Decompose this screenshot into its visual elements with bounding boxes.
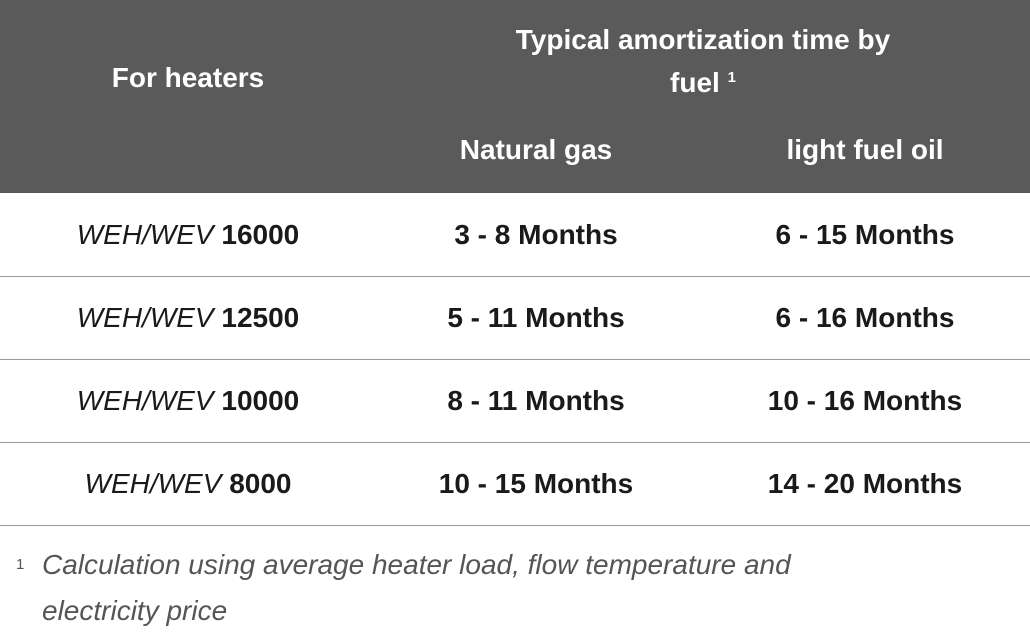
cell: 10 - 16 Months [767,385,963,416]
series: WEH/WEV [76,219,214,250]
column-header: Natural gas [459,134,613,165]
marker: 1 [16,556,25,573]
model: 12500 [221,302,300,333]
model: 16000 [221,219,300,250]
model-cell: WEH/WEV 12500 [0,277,376,359]
table-row: WEH/WEV 16000 3 - 8 Months 6 - 15 Months [0,194,1030,277]
cell: 3 - 8 Months [454,219,618,250]
group-header: Typical amortization time by fuel 1 [503,21,903,102]
model-cell: WEH/WEV 10000 [0,360,376,442]
cell: 5 - 11 Months [447,302,625,333]
table-row: WEH/WEV 8000 10 - 15 Months 14 - 20 Mont… [0,443,1030,526]
group-title: Typical amortization time by fuel [515,24,891,98]
model-cell: WEH/WEV 16000 [0,194,376,276]
table-row: WEH/WEV 10000 8 - 11 Months 10 - 16 Mont… [0,360,1030,443]
series: WEH/WEV [76,302,214,333]
footnote-marker: 1 [16,542,24,593]
model: 10000 [221,385,300,416]
model: 8000 [229,468,292,499]
footnote-text: Calculation using average heater load, f… [42,549,791,626]
series: WEH/WEV [76,385,214,416]
note-marker: 1 [727,69,736,86]
cell: 8 - 11 Months [447,385,625,416]
table-header: For heaters Typical amortization time by… [0,0,1030,193]
first-column-header: For heaters [111,62,265,93]
series: WEH/WEV [84,468,222,499]
cell: 14 - 20 Months [767,468,963,499]
cell: 6 - 16 Months [775,302,955,333]
model-cell: WEH/WEV 8000 [0,443,376,525]
cell: 10 - 15 Months [438,468,634,499]
column-header: light fuel oil [786,134,944,165]
cell: 6 - 15 Months [775,219,955,250]
table-row: WEH/WEV 12500 5 - 11 Months 6 - 16 Month… [0,277,1030,360]
